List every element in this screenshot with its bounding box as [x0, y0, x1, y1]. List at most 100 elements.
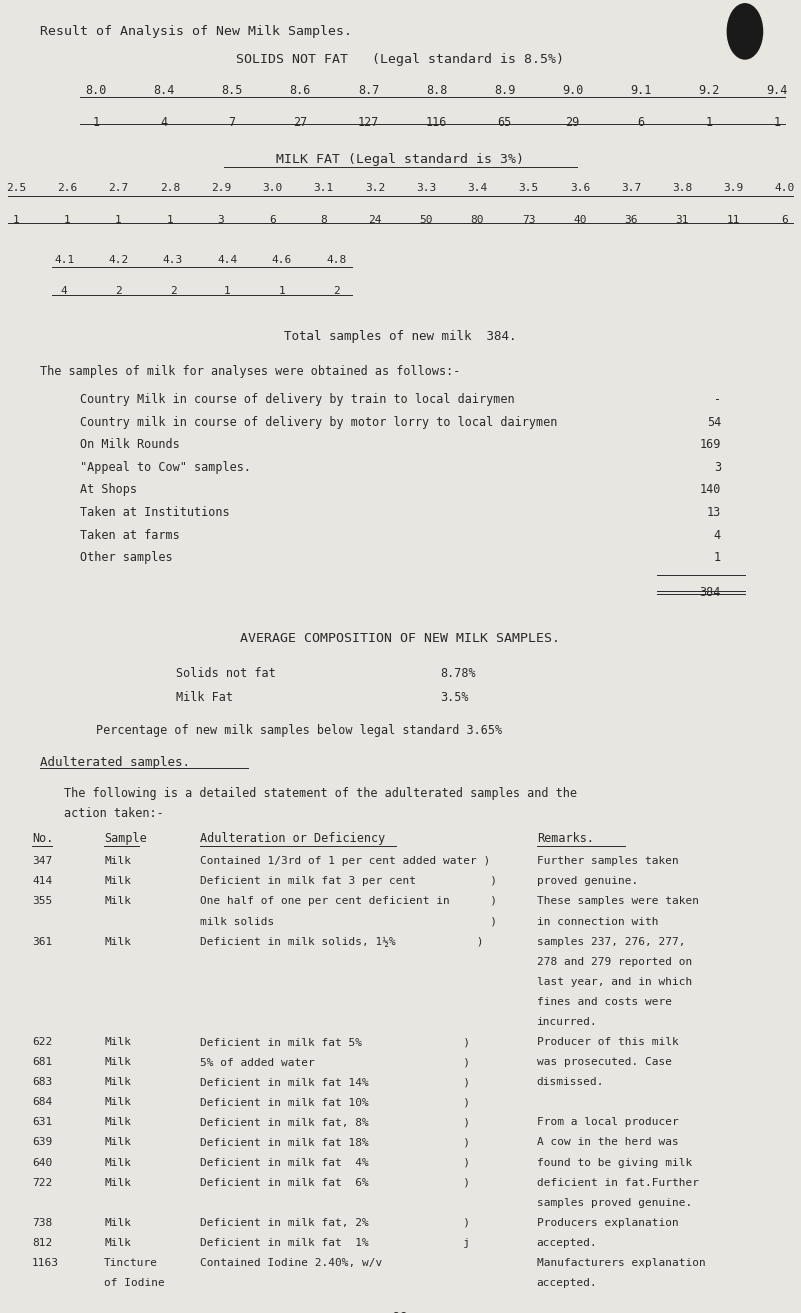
Text: of Iodine: of Iodine: [104, 1278, 165, 1288]
Text: proved genuine.: proved genuine.: [537, 876, 638, 886]
Text: 50: 50: [420, 215, 433, 225]
Text: Other samples: Other samples: [80, 551, 173, 565]
Text: 40: 40: [574, 215, 586, 225]
Circle shape: [727, 4, 763, 59]
Text: milk solids                                ): milk solids ): [200, 916, 497, 927]
Text: 3.5%: 3.5%: [441, 691, 469, 704]
Text: Adulterated samples.: Adulterated samples.: [40, 756, 190, 769]
Text: Deficient in milk fat 14%              ): Deficient in milk fat 14% ): [200, 1077, 470, 1087]
Text: accepted.: accepted.: [537, 1238, 598, 1247]
Text: Contained 1/3rd of 1 per cent added water ): Contained 1/3rd of 1 per cent added wate…: [200, 856, 490, 867]
Text: -: -: [714, 393, 721, 406]
Text: 683: 683: [32, 1077, 52, 1087]
Text: The following is a detailed statement of the adulterated samples and the: The following is a detailed statement of…: [64, 788, 577, 800]
Text: 2.9: 2.9: [211, 184, 231, 193]
Text: 8.0: 8.0: [86, 84, 107, 97]
Text: 3: 3: [218, 215, 224, 225]
Text: 4.6: 4.6: [272, 255, 292, 265]
Text: fines and costs were: fines and costs were: [537, 997, 672, 1007]
Text: Taken at farms: Taken at farms: [80, 529, 180, 541]
Text: Deficient in milk fat 18%              ): Deficient in milk fat 18% ): [200, 1137, 470, 1148]
Text: 116: 116: [426, 116, 447, 129]
Text: 11: 11: [727, 215, 740, 225]
Text: 278 and 279 reported on: 278 and 279 reported on: [537, 957, 692, 966]
Text: Deficient in milk solids, 1½%            ): Deficient in milk solids, 1½% ): [200, 936, 484, 947]
Text: 738: 738: [32, 1218, 52, 1228]
Text: 1: 1: [64, 215, 70, 225]
Text: 4.1: 4.1: [54, 255, 74, 265]
Text: 3.0: 3.0: [262, 184, 283, 193]
Text: Milk: Milk: [104, 1238, 131, 1247]
Text: Producer of this milk: Producer of this milk: [537, 1037, 678, 1046]
Text: Milk: Milk: [104, 1218, 131, 1228]
Text: 2.7: 2.7: [108, 184, 129, 193]
Text: samples 237, 276, 277,: samples 237, 276, 277,: [537, 936, 685, 947]
Text: 3.8: 3.8: [672, 184, 693, 193]
Text: Milk: Milk: [104, 1158, 131, 1167]
Text: 8.6: 8.6: [290, 84, 311, 97]
Text: 1: 1: [714, 551, 721, 565]
Text: 54: 54: [706, 416, 721, 428]
Text: 384: 384: [699, 587, 721, 599]
Text: 127: 127: [358, 116, 379, 129]
Text: Deficient in milk fat  1%              j: Deficient in milk fat 1% j: [200, 1238, 470, 1247]
Text: Tincture: Tincture: [104, 1258, 158, 1268]
Text: last year, and in which: last year, and in which: [537, 977, 692, 987]
Text: 722: 722: [32, 1178, 52, 1188]
Text: 31: 31: [676, 215, 689, 225]
Text: 29: 29: [566, 116, 580, 129]
Text: A cow in the herd was: A cow in the herd was: [537, 1137, 678, 1148]
Text: 2.6: 2.6: [57, 184, 78, 193]
Text: 681: 681: [32, 1057, 52, 1067]
Text: 1: 1: [13, 215, 19, 225]
Text: 36: 36: [625, 215, 638, 225]
Text: 9.1: 9.1: [630, 84, 651, 97]
Text: accepted.: accepted.: [537, 1278, 598, 1288]
Text: Milk: Milk: [104, 1037, 131, 1046]
Text: 8.5: 8.5: [222, 84, 243, 97]
Text: 6: 6: [638, 116, 644, 129]
Text: dismissed.: dismissed.: [537, 1077, 604, 1087]
Text: 3.1: 3.1: [313, 184, 334, 193]
Text: 2: 2: [333, 286, 340, 297]
Text: Deficient in milk fat 5%               ): Deficient in milk fat 5% ): [200, 1037, 470, 1046]
Text: 5% of added water                      ): 5% of added water ): [200, 1057, 470, 1067]
Text: 2: 2: [115, 286, 122, 297]
Text: -88-: -88-: [385, 1310, 416, 1313]
Text: 6: 6: [782, 215, 788, 225]
Text: Deficient in milk fat, 8%              ): Deficient in milk fat, 8% ): [200, 1117, 470, 1128]
Text: 140: 140: [699, 483, 721, 496]
Text: On Milk Rounds: On Milk Rounds: [80, 439, 180, 452]
Text: 355: 355: [32, 897, 52, 906]
Text: 1: 1: [167, 215, 173, 225]
Text: 7: 7: [229, 116, 235, 129]
Text: 6: 6: [269, 215, 276, 225]
Text: 8.78%: 8.78%: [441, 667, 476, 680]
Text: Milk: Milk: [104, 1137, 131, 1148]
Text: Milk: Milk: [104, 856, 131, 867]
Text: Deficient in milk fat  6%              ): Deficient in milk fat 6% ): [200, 1178, 470, 1188]
Text: 3.7: 3.7: [621, 184, 642, 193]
Text: 1: 1: [224, 286, 231, 297]
Text: Milk Fat: Milk Fat: [176, 691, 233, 704]
Text: found to be giving milk: found to be giving milk: [537, 1158, 692, 1167]
Text: 1: 1: [93, 116, 99, 129]
Text: 4.0: 4.0: [775, 184, 795, 193]
Text: Solids not fat: Solids not fat: [176, 667, 276, 680]
Text: Country milk in course of delivery by motor lorry to local dairymen: Country milk in course of delivery by mo…: [80, 416, 557, 428]
Text: AVERAGE COMPOSITION OF NEW MILK SAMPLES.: AVERAGE COMPOSITION OF NEW MILK SAMPLES.: [240, 632, 561, 645]
Text: The samples of milk for analyses were obtained as follows:-: The samples of milk for analyses were ob…: [40, 365, 461, 378]
Text: 65: 65: [497, 116, 512, 129]
Text: Milk: Milk: [104, 936, 131, 947]
Text: 13: 13: [706, 506, 721, 519]
Text: 1: 1: [279, 286, 285, 297]
Text: From a local producer: From a local producer: [537, 1117, 678, 1128]
Text: Milk: Milk: [104, 1178, 131, 1188]
Text: SOLIDS NOT FAT   (Legal standard is 8.5%): SOLIDS NOT FAT (Legal standard is 8.5%): [236, 53, 565, 66]
Text: 3.5: 3.5: [518, 184, 539, 193]
Text: 2.5: 2.5: [6, 184, 26, 193]
Text: 9.4: 9.4: [767, 84, 787, 97]
Text: 812: 812: [32, 1238, 52, 1247]
Text: was prosecuted. Case: was prosecuted. Case: [537, 1057, 672, 1067]
Text: 414: 414: [32, 876, 52, 886]
